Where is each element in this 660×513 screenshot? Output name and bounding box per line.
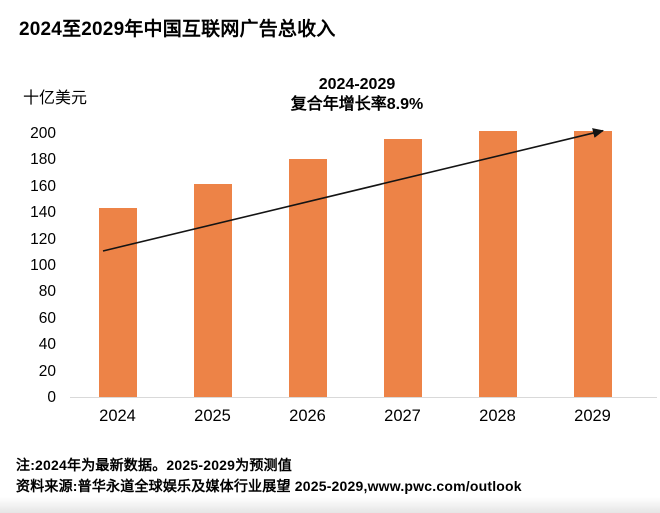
x-axis-tick-label: 2026 xyxy=(289,407,326,425)
y-axis-tick-label: 180 xyxy=(30,151,56,169)
bar-2025 xyxy=(193,184,232,398)
bar-2027 xyxy=(383,139,422,398)
y-axis-tick-label: 140 xyxy=(30,204,56,222)
cagr-annotation: 2024-2029 复合年增长率8.9% xyxy=(237,75,477,115)
y-axis-tick-label: 0 xyxy=(47,389,56,406)
y-axis-tick-label: 40 xyxy=(38,336,56,354)
y-axis-tick-label: 20 xyxy=(38,362,56,380)
x-axis-tick-label: 2027 xyxy=(384,407,421,425)
bottom-shadow xyxy=(0,497,660,513)
cagr-annotation-period: 2024-2029 xyxy=(318,76,396,93)
x-axis-tick-label: 2025 xyxy=(194,407,231,425)
x-axis-tick-label: 2029 xyxy=(574,407,611,425)
y-axis-tick-label: 80 xyxy=(38,283,56,301)
y-axis-tick-label: 160 xyxy=(30,177,56,195)
bar-2029 xyxy=(573,131,612,398)
chart-title: 2024至2029年中国互联网广告总收入 xyxy=(19,19,336,40)
footnote-source: 资料来源:普华永道全球娱乐及媒体行业展望 2025-2029,www.pwc.c… xyxy=(16,478,522,494)
x-axis-line xyxy=(70,397,657,398)
y-axis-tick-label: 100 xyxy=(30,257,56,274)
bar-2026 xyxy=(288,159,327,398)
x-axis-tick-label: 2028 xyxy=(479,407,516,425)
y-axis-tick-label: 120 xyxy=(30,230,56,248)
bar-2028 xyxy=(478,131,517,398)
y-axis-tick-label: 60 xyxy=(38,309,56,327)
bar-2024 xyxy=(98,207,137,398)
trend-arrow-line xyxy=(102,128,604,252)
cagr-annotation-rate: 复合年增长率8.9% xyxy=(290,96,424,113)
footnote-note: 注:2024年为最新数据。2025-2029为预测值 xyxy=(16,457,292,473)
y-axis-tick-label: 200 xyxy=(30,125,56,142)
x-axis-tick-label: 2024 xyxy=(99,407,136,425)
y-axis-unit-label: 十亿美元 xyxy=(23,90,88,107)
